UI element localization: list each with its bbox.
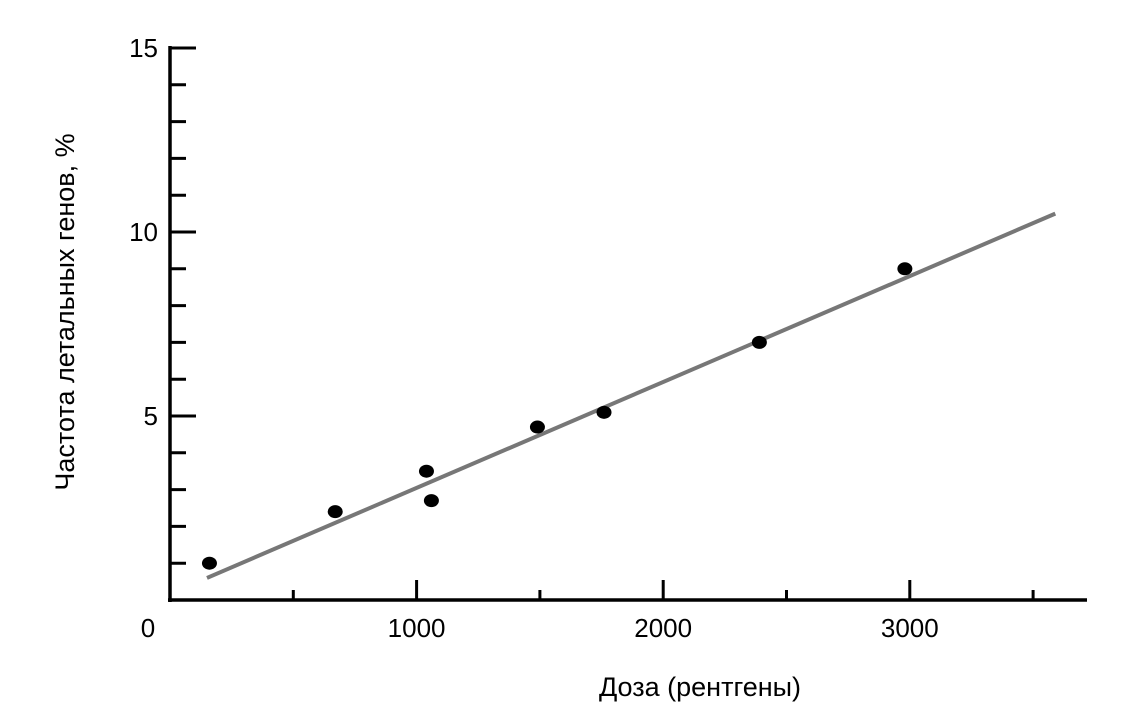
x-axis-label: Доза (рентгены) [599,672,801,702]
data-point [897,262,913,276]
data-point [418,464,434,478]
x-tick-label: 3000 [881,613,939,643]
y-tick-label: 15 [129,33,158,63]
axes-layer [168,46,1087,602]
data-point [201,556,217,570]
fit-line-layer [206,211,1057,580]
data-point [751,335,767,349]
data-point [423,494,439,508]
ticks-layer: 5 10 15 1000 2000 3000 [129,33,1035,643]
data-point [596,405,612,419]
fit-line [206,211,1057,580]
data-point [327,505,343,519]
data-point [529,420,545,434]
origin-tick-label: 0 [141,613,155,643]
y-axis-label: Частота летальных генов, % [50,133,80,490]
y-tick-label: 5 [144,401,158,431]
x-tick-label: 2000 [634,613,692,643]
y-tick-label: 10 [129,217,158,247]
data-points-layer [201,262,913,570]
x-tick-label: 1000 [388,613,446,643]
